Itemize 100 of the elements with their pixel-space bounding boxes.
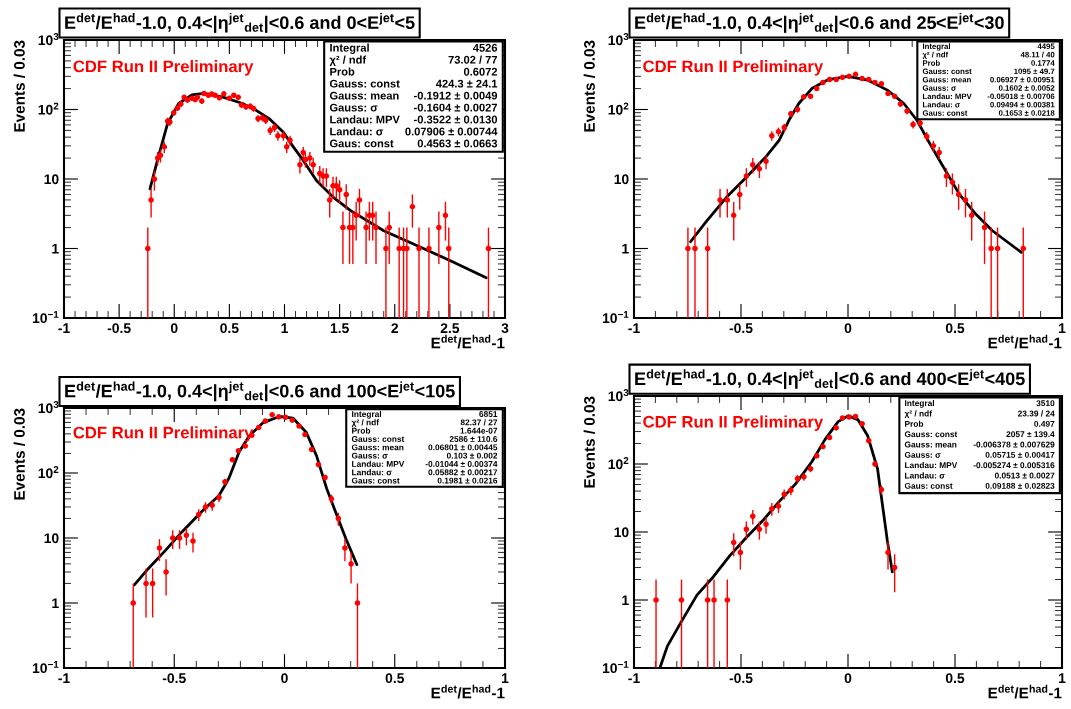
annotation: 23.39 / 24: [1017, 410, 1055, 417]
annotation: Landau: MPV: [330, 115, 400, 124]
x-tick-label: 0.5: [945, 323, 965, 334]
x-tick-label: 1: [502, 673, 509, 683]
x-tick-label: 0: [844, 673, 852, 684]
annotation: Integral: [352, 410, 382, 419]
y-tick-label: 10$^{−1}$: [32, 311, 59, 324]
x-axis-title: E$^{det}$/E$^{had}$-1: [431, 684, 505, 699]
x-tick-label: -1: [628, 673, 640, 683]
annotation: χ² / ndf: [351, 419, 380, 427]
x-tick-label: 0: [281, 673, 288, 684]
x-tick-label: 1.5: [330, 323, 349, 334]
x-tick-label: -1: [628, 323, 640, 333]
annotation: Landau: MPV: [905, 462, 958, 469]
annotation: Prob: [905, 420, 924, 427]
annotation: Landau: MPV: [352, 460, 405, 467]
y-tick-label: 1: [52, 598, 59, 609]
annotation: Gauss: σ: [351, 452, 388, 459]
y-axis-title: Events / 0.03: [13, 408, 26, 500]
annotation: Gauss: mean: [904, 441, 957, 448]
annotation: 6851: [479, 411, 498, 417]
annotation: 2057 ± 139.4: [1006, 431, 1055, 438]
y-tick-label: 10$^{−1}$: [32, 661, 59, 674]
annotation: 82.37 / 27: [460, 419, 498, 426]
annotation: -0.005274 ± 0.005316: [973, 462, 1055, 469]
annotation: 0.6072: [463, 67, 498, 76]
chart-title: E$^{det}$/E$^{had}$-1.0, 0.4<|η$^{jet}$$_{det}$|<0.6 and 25<E$^{jet}$<30: [635, 13, 1004, 33]
annotation: 0.09188 ± 0.02823: [985, 482, 1055, 489]
annotation: 0.497: [1034, 420, 1055, 427]
y-tick-label: 10: [44, 174, 59, 185]
x-tick-label: -0.5: [729, 673, 753, 684]
x-tick-label: 2.5: [440, 323, 460, 334]
annotation: CDF Run II Preliminary: [73, 426, 254, 442]
x-axis-title: E$^{det}$/E$^{had}$-1: [988, 334, 1062, 349]
y-axis-title: Events / 0.03: [13, 40, 26, 132]
annotation: 0.05715 ± 0.00417: [985, 451, 1055, 458]
annotation: CDF Run II Preliminary: [643, 60, 824, 76]
y-tick-label: 10$^{−1}$: [602, 661, 629, 674]
y-axis-title: Events / 0.03: [583, 396, 596, 488]
annotation: 0.05882 ± 0.00217: [428, 469, 498, 476]
y-tick-label: 10: [614, 174, 629, 185]
x-tick-label: 0.5: [385, 673, 405, 684]
y-tick-label: 10$^{3}$: [608, 33, 629, 46]
chart-title: E$^{det}$/E$^{had}$-1.0, 0.4<|η$^{jet}$$_{det}$|<0.6 and 100<E$^{jet}$<105: [65, 381, 455, 402]
x-tick-label: 0: [844, 323, 852, 334]
annotation: CDF Run II Preliminary: [73, 60, 254, 76]
y-tick-label: 10$^{2}$: [608, 102, 629, 115]
chart-title: E$^{det}$/E$^{had}$-1.0, 0.4<|η$^{jet}$$_{det}$|<0.6 and 400<E$^{jet}$<405: [635, 369, 1025, 390]
annotation: Gauss: mean: [329, 91, 399, 100]
x-tick-label: 1: [281, 323, 288, 333]
y-tick-label: 10$^{2}$: [608, 457, 629, 470]
x-tick-label: 3: [501, 323, 509, 334]
annotation: -0.1604 ± 0.0027: [414, 103, 498, 112]
annotation: Landau: σ: [905, 472, 945, 479]
y-tick-label: 10$^{2}$: [38, 102, 59, 115]
x-tick-label: -0.5: [162, 673, 186, 684]
x-tick-label: 1: [1059, 673, 1066, 683]
x-tick-label: 0.5: [220, 323, 239, 334]
annotation: χ² / ndf: [904, 410, 932, 419]
y-axis-title: Events / 0.03: [583, 40, 596, 132]
annotation: 2586 ± 110.6: [449, 436, 498, 442]
y-tick-label: 10$^{3}$: [38, 33, 59, 46]
annotation: 1.644e-07: [460, 427, 498, 434]
annotation: 3510: [1036, 400, 1055, 407]
annotation: -0.006378 ± 0.007629: [973, 441, 1055, 448]
annotation: Prob: [330, 67, 355, 76]
annotation: 0.4563 ± 0.0663: [417, 139, 498, 148]
annotation: Landau: σ: [330, 127, 384, 136]
y-tick-label: 10$^{3}$: [608, 389, 629, 402]
annotation: -0.1912 ± 0.0049: [414, 91, 498, 100]
x-axis-title: E$^{det}$/E$^{had}$-1: [431, 334, 505, 349]
x-tick-label: -0.5: [729, 323, 753, 334]
x-axis-title: E$^{det}$/E$^{had}$-1: [988, 684, 1062, 699]
annotation: Integral: [330, 43, 369, 54]
y-tick-label: 10: [44, 533, 59, 544]
annotation: 73.02 / 77: [448, 55, 498, 64]
annotation: 424.3 ± 24.1: [435, 79, 498, 88]
x-tick-label: -1: [58, 673, 70, 683]
y-tick-label: 1: [622, 243, 629, 254]
y-tick-label: 1: [622, 595, 629, 606]
chart-title: E$^{det}$/E$^{had}$-1.0, 0.4<|η$^{jet}$$_{det}$|<0.6 and 0<E$^{jet}$<5: [65, 13, 415, 33]
annotation: Prob: [352, 427, 371, 434]
annotation: CDF Run II Preliminary: [643, 415, 824, 431]
annotation: χ² / ndf: [329, 55, 367, 66]
annotation: 0.103 ± 0.002: [446, 452, 498, 459]
annotation: Landau: σ: [352, 469, 392, 476]
y-tick-label: 10$^{−1}$: [602, 311, 629, 324]
annotation: 0.07906 ± 0.00744: [405, 127, 498, 136]
x-tick-label: 2: [391, 323, 399, 333]
annotation: Gaus: const: [904, 482, 953, 489]
annotation: -0.01044 ± 0.00374: [425, 461, 498, 467]
annotation: 0.06801 ± 0.00445: [428, 444, 498, 451]
annotation: Integral: [905, 399, 934, 408]
annotation: 0.1981 ± 0.0216: [437, 477, 498, 484]
annotation: Gauss: mean: [351, 444, 404, 451]
y-tick-label: 1: [52, 243, 59, 254]
annotation: Gauss: σ: [904, 451, 941, 458]
x-tick-label: 1: [1059, 323, 1066, 333]
y-tick-label: 10$^{2}$: [38, 466, 59, 479]
annotation: Gaus: const: [351, 477, 400, 484]
